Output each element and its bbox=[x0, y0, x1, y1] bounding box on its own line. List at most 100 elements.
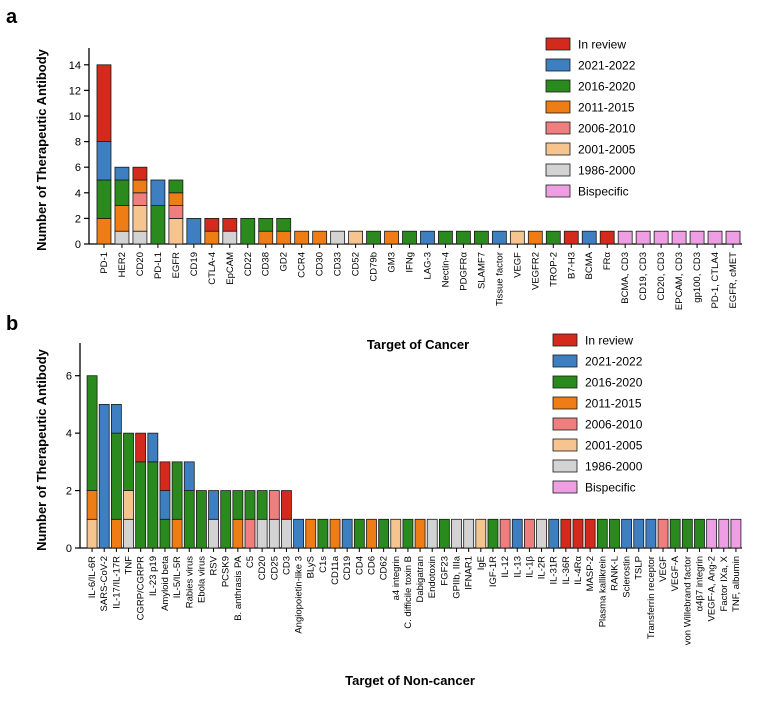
panel-a-bar-cd22-2016-2020 bbox=[240, 217, 256, 245]
panel-b-bar-il-2r-1986-2000 bbox=[536, 518, 547, 549]
panel-b-category-label: CD11a bbox=[330, 555, 341, 585]
panel-b-category-label: Dabigatran bbox=[415, 556, 426, 602]
panel-a-bar-nectin-4-2016-2020 bbox=[438, 230, 453, 245]
panel-b-bar-igf-1r-2016-2020 bbox=[487, 518, 499, 549]
panel-b-bar-amyloid-beta-2021-2022 bbox=[159, 490, 171, 520]
panel-a-legend-swatch-2016-2020 bbox=[545, 79, 571, 93]
panel-b-category-label: C1s bbox=[318, 556, 329, 573]
panel-a-bar-pd-1-2016-2020 bbox=[96, 179, 112, 219]
panel-b-bar-amyloid-beta-2016-2020 bbox=[159, 518, 171, 549]
panel-a-bar-trop-2-2016-2020 bbox=[545, 230, 561, 245]
panel-a-legend-label-2006-2010: 2006-2010 bbox=[578, 122, 636, 136]
panel-b-bar-il-5-il-5r-2011-2015 bbox=[171, 518, 183, 549]
panel-b-bar-cgrp-cgrpr-2016-2020 bbox=[135, 461, 147, 549]
panel-b-y-axis-title: Number of Therapeutic Antibody bbox=[34, 348, 49, 551]
panel-b-category-label: C5 bbox=[245, 556, 256, 568]
panel-a-legend-swatch-2001-2005 bbox=[545, 142, 571, 156]
panel-b-legend-swatch-2021-2022 bbox=[552, 354, 578, 368]
panel-a-category-label: CD22 bbox=[243, 252, 254, 276]
panel-a-chart: 0 2 4 6 8 10 12 14 PD-1 HER2 CD20 PD-L1 EGFR CD19 CTLA… bbox=[34, 38, 742, 352]
panel-b-y-tick-label: 6 bbox=[66, 371, 72, 383]
panel-b-bar-rank-l-2016-2020 bbox=[609, 518, 620, 549]
panel-a-legend-label-2016-2020: 2016-2020 bbox=[578, 80, 636, 94]
panel-a-bar-gm3-2011-2015 bbox=[384, 230, 399, 245]
panel-b-bar-cd20-1986-2000 bbox=[256, 518, 268, 549]
panel-b-legend-swatch-2016-2020 bbox=[552, 375, 578, 389]
panel-b-legend-swatch-2011-2015 bbox=[552, 396, 578, 410]
panel-b-bar-il-23-p19-2016-2020 bbox=[147, 461, 159, 549]
panel-a-category-label: VEGF bbox=[512, 252, 523, 278]
panel-a-category-label: CCR4 bbox=[297, 252, 308, 278]
panel-a-bar-egfr-2016-2020 bbox=[168, 179, 184, 194]
panel-b-bar-rabies-virus-2016-2020 bbox=[183, 490, 195, 549]
panel-b-bar-plasma-kallikrein-2016-2020 bbox=[596, 518, 608, 549]
panel-a-legend-swatch-2021-2022 bbox=[545, 58, 571, 72]
panel-a-category-label: IFNg bbox=[405, 252, 416, 273]
panel-a-bar-cd19-2021-2022 bbox=[186, 217, 202, 245]
panel-b-bar-endotoxin-1986-2000 bbox=[426, 518, 438, 549]
panel-a-category-label: BCMA bbox=[584, 251, 595, 279]
panel-a-bar-vegf-2001-2005 bbox=[509, 230, 525, 245]
panel-a-bar-her2-1986-2000 bbox=[114, 230, 130, 245]
panel-a-category-label: GD2 bbox=[279, 252, 290, 272]
panel-b-category-label: Endotoxin bbox=[427, 556, 438, 598]
panel-a-y-tick-label: 6 bbox=[75, 162, 81, 174]
panel-a-category-label: gp100, CD3 bbox=[692, 252, 703, 303]
panel-b-bar-gpiib-iiia-1986-2000 bbox=[451, 518, 462, 549]
panel-b-bar-c-difficile-toxin-b-2016-2020 bbox=[402, 518, 414, 549]
panel-b-bar-il-1-2006-2010 bbox=[524, 518, 535, 549]
panel-b-bar-blys-2011-2015 bbox=[305, 518, 317, 549]
panel-b-category-label: IL-2R bbox=[537, 556, 548, 579]
panel-a-bar-vegfr2-2011-2015 bbox=[527, 230, 543, 245]
panel-a-category-label: CD38 bbox=[261, 252, 272, 276]
panel-b-category-label: CD20 bbox=[257, 556, 268, 580]
panel-b-bar-ebola-virus-2016-2020 bbox=[196, 490, 207, 549]
panel-b-category-label: Amyloid beta bbox=[160, 555, 171, 611]
panel-a-bar-slamf7-2016-2020 bbox=[474, 230, 489, 245]
panel-a-y-axis-title: Number of Therapeutic Antibody bbox=[34, 48, 49, 251]
panel-a-bar-egfr-cmet-bispecific bbox=[725, 230, 741, 245]
panel-a-bar-epcam-in-review bbox=[222, 217, 238, 232]
panel-a-bar-cd20-2006-2010 bbox=[132, 192, 148, 207]
panel-b-category-label: a4 integrin bbox=[391, 556, 402, 600]
panel-b-bar-cd4-2016-2020 bbox=[353, 518, 365, 549]
panel-a-bar-cd30-2011-2015 bbox=[312, 230, 328, 245]
panel-b-bar-il-6-il-6r-2011-2015 bbox=[86, 490, 98, 520]
panel-a-bar-cd52-2001-2005 bbox=[348, 230, 363, 245]
panel-b-category-label: TNF bbox=[124, 556, 135, 575]
panel-b-category-label: GPIIb, IIIa bbox=[452, 555, 463, 598]
panel-b-bar-cd25-1986-2000 bbox=[268, 518, 280, 549]
panel-a-bar-lag-3-2021-2022 bbox=[420, 230, 435, 245]
panel-b-legend-label-2021-2022: 2021-2022 bbox=[585, 355, 643, 369]
panel-b-category-label: BLyS bbox=[306, 556, 317, 578]
panel-b-bar-c1s-2016-2020 bbox=[317, 518, 329, 549]
panel-a-bar-pd-1-ctla4-bispecific bbox=[707, 230, 723, 245]
panel-b-category-label: IGF-1R bbox=[488, 556, 499, 587]
panel-a-bar-ifng-2016-2020 bbox=[402, 230, 417, 245]
panel-b-category-label: IL-31R bbox=[549, 556, 560, 585]
panel-a-bar-egfr-2006-2010 bbox=[168, 205, 184, 219]
panel-b-legend-label-2001-2005: 2001-2005 bbox=[585, 439, 643, 453]
panel-a-legend-label-1986-2000: 1986-2000 bbox=[578, 164, 636, 178]
panel-a-legend-label-2001-2005: 2001-2005 bbox=[578, 143, 636, 157]
panel-b-bar-il-6-il-6r-2016-2020 bbox=[86, 375, 98, 491]
panel-a-legend-label-bispecific: Bispecific bbox=[578, 185, 629, 199]
panel-a-legend-swatch-bispecific bbox=[545, 184, 571, 198]
panel-a-category-label: CD19 bbox=[189, 252, 200, 276]
panel-b-bar-c5-2016-2020 bbox=[244, 490, 256, 520]
panel-b-bar-transferrin-receptor-2021-2022 bbox=[645, 518, 657, 549]
panel-b-category-label: Plasma kallikrein bbox=[597, 556, 608, 627]
panel-b-bar-sclerostin-2021-2022 bbox=[621, 518, 632, 549]
panel-b-bar-il-36r-in-review bbox=[560, 518, 572, 549]
panel-b-letter: b bbox=[6, 313, 18, 335]
panel-b-bar-vegf-a-ang-2-bispecific bbox=[706, 518, 718, 549]
panel-a-category-label: CD20 bbox=[135, 252, 146, 276]
panel-a-y-tick-label: 8 bbox=[75, 137, 81, 149]
panel-a-bar-pd-l1-2021-2022 bbox=[150, 179, 166, 207]
panel-b-bar-vegf-2006-2010 bbox=[657, 518, 669, 549]
panel-a-category-label: BCMA, CD3 bbox=[620, 252, 631, 304]
panel-b-bar-rabies-virus-2021-2022 bbox=[183, 461, 195, 491]
panel-b-category-label: CD4 bbox=[354, 556, 365, 575]
panel-b-category-label: PCSK9 bbox=[221, 556, 232, 587]
